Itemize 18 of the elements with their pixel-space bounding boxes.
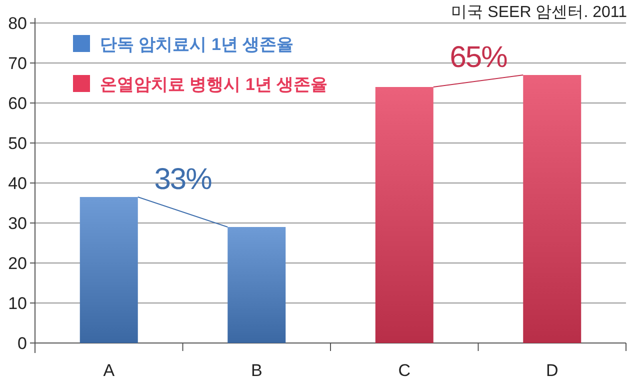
y-tick-label: 30 xyxy=(8,214,27,233)
annotation: 65% xyxy=(450,41,508,74)
y-tick-label: 40 xyxy=(8,174,27,193)
x-tick-label: D xyxy=(546,361,558,379)
x-tick-label: C xyxy=(398,361,411,379)
text: 미국 SEER 암센터. 2011 xyxy=(451,4,628,21)
legend-label: 단독 암치료시 1년 생존율 xyxy=(100,35,294,54)
y-tick-label: 70 xyxy=(8,54,27,73)
y-tick-label: 10 xyxy=(8,294,27,313)
x-tick-label: B xyxy=(250,361,262,379)
y-tick-label: 0 xyxy=(18,334,27,353)
annotation: 33% xyxy=(154,163,212,196)
legend-label: 온열암치료 병행시 1년 생존율 xyxy=(100,75,328,94)
y-tick-label: 80 xyxy=(8,14,27,33)
x-tick-label: A xyxy=(103,361,116,379)
y-tick-label: 60 xyxy=(8,94,27,113)
y-tick-label: 20 xyxy=(8,254,27,273)
y-tick-label: 50 xyxy=(8,134,27,153)
